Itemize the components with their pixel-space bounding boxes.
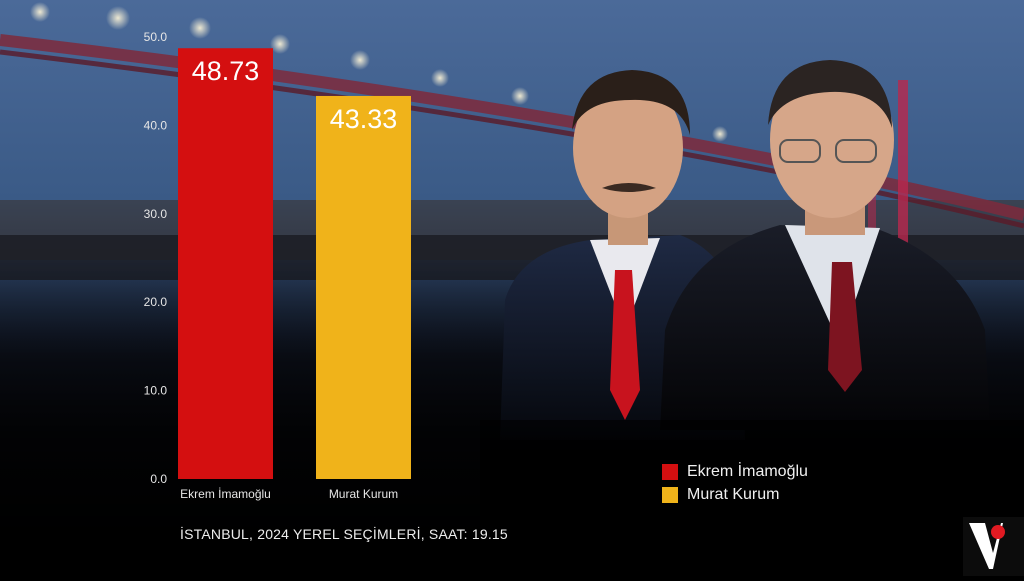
candidate-portrait-right — [660, 60, 990, 430]
x-axis: Ekrem İmamoğlu Murat Kurum — [180, 487, 398, 501]
y-tick-label: 0.0 — [150, 472, 167, 486]
y-tick-label: 10.0 — [144, 384, 168, 398]
legend-item-imamoglu: Ekrem İmamoğlu — [662, 460, 808, 483]
data-label-1: 48.73 — [192, 56, 260, 86]
legend-item-kurum: Murat Kurum — [662, 483, 808, 506]
v-logo-icon — [963, 517, 1024, 576]
y-tick-label: 40.0 — [144, 118, 168, 132]
bar-2 — [316, 95, 411, 479]
y-tick-label: 30.0 — [144, 207, 168, 221]
x-tick-label: Ekrem İmamoğlu — [180, 487, 271, 501]
data-label-2: 43.33 — [330, 104, 398, 134]
legend-swatch-kurum — [662, 486, 678, 503]
x-tick-label: Murat Kurum — [329, 487, 398, 501]
y-axis: 0.0 10.0 20.0 30.0 40.0 50.0 — [144, 30, 168, 486]
legend-swatch-imamoglu — [662, 463, 678, 480]
y-tick-label: 50.0 — [144, 30, 168, 44]
y-tick-label: 20.0 — [144, 295, 168, 309]
bar-1 — [178, 48, 273, 479]
legend-label-imamoglu: Ekrem İmamoğlu — [687, 462, 808, 480]
data-labels: 48.73 43.33 — [192, 56, 398, 134]
chart-caption: İSTANBUL, 2024 YEREL SEÇİMLERİ, SAAT: 19… — [180, 526, 508, 542]
bars — [178, 48, 411, 479]
legend: Ekrem İmamoğlu Murat Kurum — [662, 460, 808, 506]
legend-label-kurum: Murat Kurum — [687, 485, 780, 503]
